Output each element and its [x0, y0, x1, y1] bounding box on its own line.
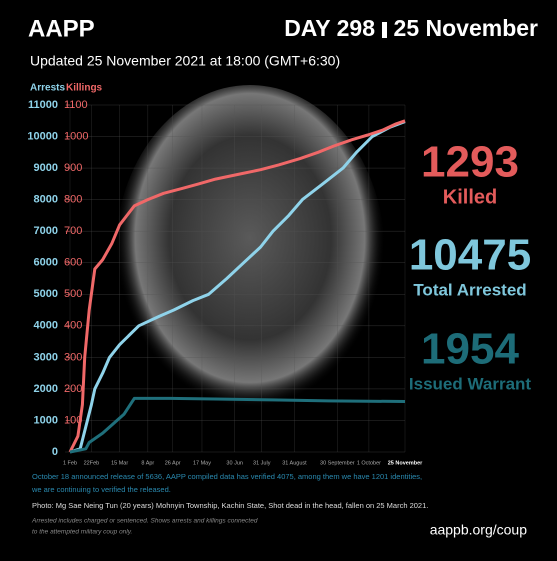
- y2-tick-label: 300: [64, 351, 82, 363]
- release-note: October 18 announced release of 5636, AA…: [32, 472, 422, 481]
- x-tick-label: 31 August: [282, 460, 307, 466]
- y-tick-label: 1000: [34, 414, 58, 426]
- y-tick-label: 7000: [34, 225, 58, 237]
- x-tick-label: 8 Apr: [141, 460, 154, 466]
- x-tick-label: 26 Apr: [165, 460, 181, 466]
- x-tick-label: 15 Mar: [111, 460, 128, 466]
- y2-tick-label: 700: [64, 225, 82, 237]
- day: DAY 298: [284, 15, 375, 41]
- y2-tick-label: 500: [64, 288, 82, 300]
- y2-tick-label: 1100: [64, 99, 88, 111]
- y-tick-label: 8000: [34, 194, 58, 206]
- y-tick-label: 5000: [34, 288, 58, 300]
- series-line: [69, 120, 406, 454]
- stat-value: 1954: [421, 325, 519, 374]
- date: 25 November: [394, 15, 539, 41]
- stat-label: Issued Warrant: [409, 374, 532, 393]
- y2-axis-title: Killings: [66, 83, 103, 94]
- y-tick-label: 4000: [34, 320, 58, 332]
- y2-tick-label: 400: [64, 320, 82, 332]
- release-note: we are continuing to verified the releas…: [31, 485, 171, 494]
- y2-tick-label: 1000: [64, 130, 88, 142]
- brand: AAPP: [28, 15, 95, 42]
- scope-note: Arrested includes charged or sentenced. …: [31, 518, 258, 525]
- photo-caption: Photo: Mg Sae Neing Tun (20 years) Mohny…: [32, 501, 428, 510]
- y2-tick-label: 900: [64, 162, 82, 174]
- y2-tick-label: 200: [64, 383, 82, 395]
- stat-label: Killed: [443, 186, 497, 208]
- website: aappb.org/coup: [430, 522, 528, 538]
- y-tick-label: 11000: [28, 99, 58, 111]
- x-tick-label: 22Feb: [84, 460, 100, 466]
- updated: Updated 25 November 2021 at 18:00 (GMT+6…: [30, 53, 340, 69]
- separator: [382, 22, 387, 38]
- x-tick-label: 30 September: [320, 460, 355, 466]
- y-tick-label: 6000: [34, 257, 58, 269]
- y2-tick-label: 100: [64, 414, 82, 426]
- x-tick-label: 17 May: [193, 460, 211, 466]
- y-tick-label: 2000: [34, 383, 58, 395]
- series-line: [68, 119, 406, 453]
- x-tick-label: 25 November: [388, 460, 423, 466]
- y-tick-label: 3000: [34, 351, 58, 363]
- stat-value: 10475: [409, 231, 531, 280]
- x-tick-label: 30 Jun: [226, 460, 243, 466]
- x-tick-label: 1 Feb: [63, 460, 77, 466]
- stat-value: 1293: [421, 138, 519, 187]
- y-tick-label: 9000: [34, 162, 58, 174]
- y2-tick-label: 600: [64, 257, 82, 269]
- series-line: [69, 396, 406, 454]
- scope-note: to the attempted military coup only.: [32, 529, 133, 536]
- y2-tick-label: 800: [64, 194, 82, 206]
- y-tick-label: 10000: [27, 130, 58, 142]
- y-tick-label: 0: [52, 446, 58, 458]
- y-axis-title: Arrests: [30, 83, 65, 94]
- stat-label: Total Arrested: [413, 280, 526, 299]
- x-tick-label: 31 July: [253, 460, 271, 466]
- x-tick-label: 1 October: [357, 460, 381, 466]
